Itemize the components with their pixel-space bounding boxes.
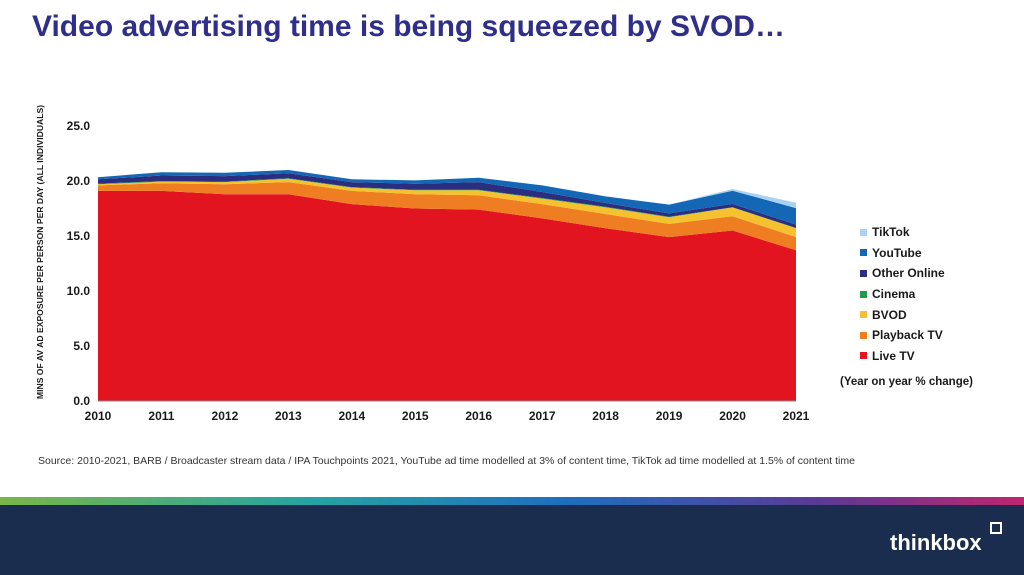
legend-swatch	[860, 352, 867, 360]
area-series-bvod	[98, 178, 796, 238]
legend-label: Live TV	[872, 348, 915, 363]
legend-item-live-tv: Live TV	[860, 346, 945, 367]
legend-swatch	[860, 331, 867, 339]
legend-swatch	[860, 228, 867, 236]
x-tick-label: 2017	[529, 409, 556, 423]
chart-legend: TikTok YouTube Other Online Cinema BVOD …	[860, 222, 945, 366]
x-tick-label: 2020	[719, 409, 746, 423]
chart-note: (Year on year % change)	[840, 376, 973, 388]
legend-swatch	[860, 311, 867, 319]
x-tick-label: 2011	[148, 409, 174, 423]
area-series-live-tv	[98, 190, 796, 401]
y-tick-label: 0.0	[73, 394, 90, 408]
y-tick-label: 25.0	[67, 119, 91, 133]
x-tick-label: 2019	[656, 409, 683, 423]
footer-band	[0, 497, 1024, 575]
legend-item-playback-tv: Playback TV	[860, 325, 945, 346]
y-tick-label: 5.0	[73, 339, 90, 353]
x-tick-label: 2013	[275, 409, 302, 423]
legend-label: TikTok	[872, 225, 910, 240]
x-tick-label: 2018	[592, 409, 619, 423]
legend-label: YouTube	[872, 245, 922, 260]
x-tick-label: 2015	[402, 409, 429, 423]
legend-label: BVOD	[872, 307, 907, 322]
x-tick-label: 2012	[212, 409, 239, 423]
legend-item-bvod: BVOD	[860, 304, 945, 325]
legend-label: Cinema	[872, 287, 916, 302]
stacked-area-chart: 0.0 5.0 10.0 15.0 20.0 25.0 2010 2011 2012 2013 20…	[35, 105, 810, 423]
y-tick-label: 10.0	[67, 284, 91, 298]
page-title: Video advertising time is being squeezed…	[32, 10, 785, 43]
area-series-youtube	[98, 170, 796, 225]
legend-label: Other Online	[872, 266, 945, 281]
y-tick-label: 15.0	[67, 229, 91, 243]
source-note: Source: 2010-2021, BARB / Broadcaster st…	[38, 455, 855, 467]
legend-label: Playback TV	[872, 328, 943, 343]
legend-item-other-online: Other Online	[860, 263, 945, 284]
x-tick-label: 2010	[85, 409, 112, 423]
area-series-other-online	[98, 173, 796, 228]
x-tick-label: 2016	[465, 409, 492, 423]
legend-item-cinema: Cinema	[860, 284, 945, 305]
thinkbox-logo: thinkbox	[890, 530, 982, 555]
footer-stripe	[0, 497, 1024, 505]
legend-swatch	[860, 269, 867, 277]
logo-square-icon	[990, 522, 1002, 534]
legend-swatch	[860, 249, 867, 257]
legend-item-youtube: YouTube	[860, 243, 945, 264]
y-axis-title: MINS OF AV AD EXPOSURE PER PERSON PER DA…	[35, 105, 45, 399]
legend-swatch	[860, 290, 867, 298]
x-tick-label: 2021	[783, 409, 810, 423]
x-tick-label: 2014	[338, 409, 365, 423]
legend-item-tiktok: TikTok	[860, 222, 945, 243]
y-tick-label: 20.0	[67, 174, 91, 188]
area-series-playback-tv	[98, 182, 796, 251]
